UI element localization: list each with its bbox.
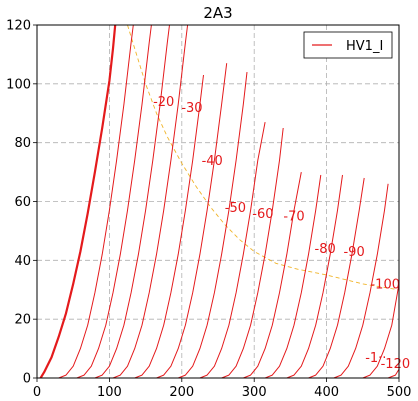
plate-curve [58,25,134,378]
curve-label: -50 [225,201,246,216]
x-tick-label: 0 [33,385,41,400]
plate-curve [362,283,399,378]
curve-label: -1·· [365,351,386,366]
y-tick-label: 40 [14,254,31,269]
plate-curve [39,25,117,378]
plate-curve [156,63,228,378]
y-tick-label: 120 [6,19,31,34]
plate-curve [199,122,266,378]
x-tick-label: 300 [242,385,267,400]
x-tick-label: 400 [314,385,339,400]
y-tick-label: 60 [14,195,31,210]
plate-curve [76,25,152,378]
plate-curve [333,183,389,378]
curve-label: -40 [202,154,223,169]
plate-curve [308,177,365,378]
plate-curve [264,174,322,378]
curve-label: -100 [370,277,400,292]
chart-title: 2A3 [203,4,232,22]
y-tick-label: 0 [23,372,31,387]
plate-curve [387,368,399,378]
curve-label: -20 [153,95,174,110]
x-tick-label: 100 [97,385,122,400]
curve-labels: -20 -30 -40 -50 -60 -70 -80 -90 -100 -1··-120 [153,95,410,372]
curve-label: -70 [283,210,304,225]
plate-curve [94,25,170,378]
y-tick-label: 100 [6,77,31,92]
plot-curves [39,25,399,378]
plate-curve [243,172,302,378]
plate-curve [221,127,284,378]
y-tick-label: 20 [14,313,31,328]
plate-curve [286,174,343,378]
plate-dissipation-curve [127,25,399,291]
legend-label: HV1_I [346,39,383,54]
axis-ticks: 0 100 200 300 400 500 0 20 40 60 80 100 120 [6,19,411,401]
legend: HV1_I [303,31,393,59]
plate-curve [178,72,248,378]
curve-label: -90 [343,245,364,260]
curve-label: -120 [381,357,411,372]
plate-curve [112,25,189,378]
y-tick-label: 80 [14,136,31,151]
curve-label: -80 [315,242,336,257]
x-tick-label: 200 [169,385,194,400]
plate-curve [134,74,204,378]
curve-label: -60 [252,207,273,222]
x-tick-label: 500 [387,385,412,400]
curve-label: -30 [181,101,202,116]
